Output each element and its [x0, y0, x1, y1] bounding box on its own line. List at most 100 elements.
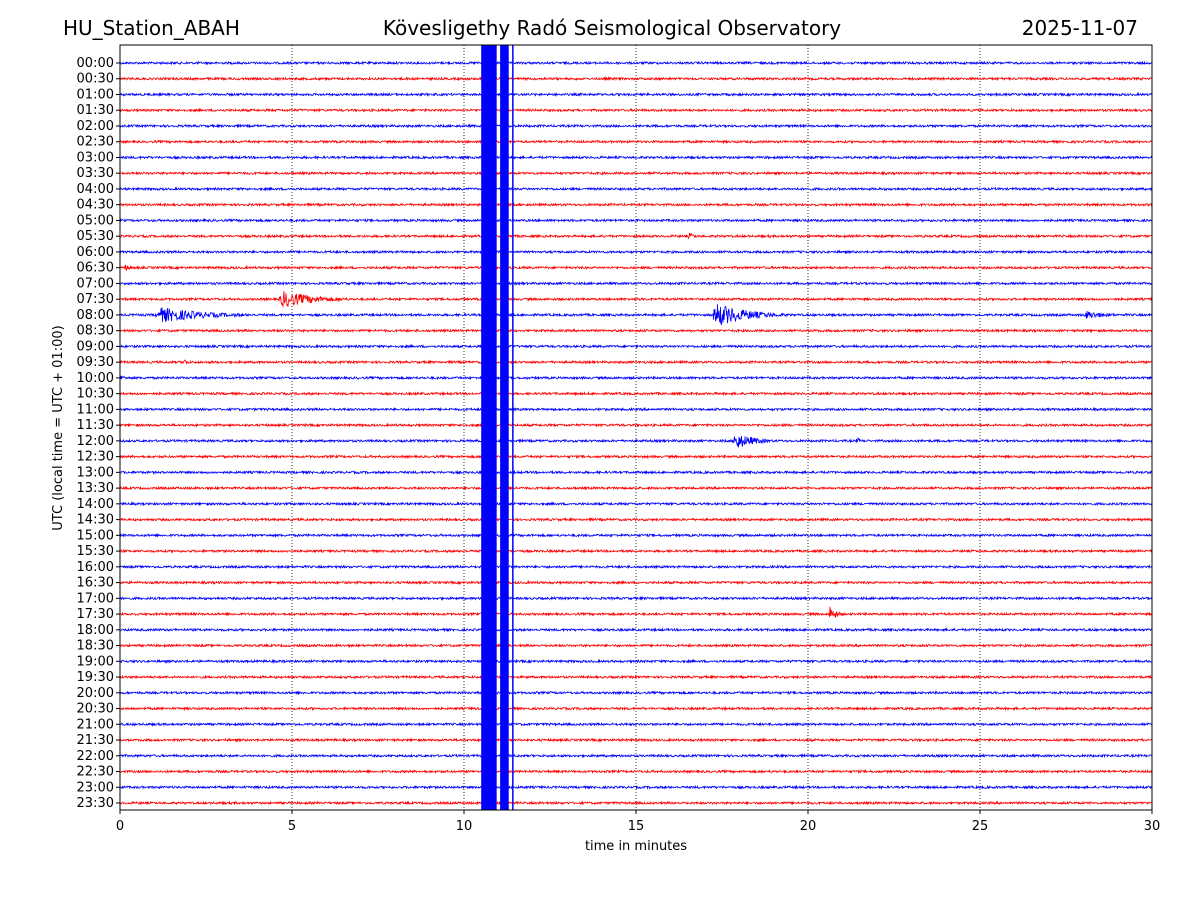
trace-0600 — [119, 249, 1153, 255]
station-title: HU_Station_ABAH — [63, 16, 240, 40]
x-tick-label: 10 — [456, 819, 473, 834]
y-tick-label: 18:00 — [77, 623, 114, 638]
trace-2030 — [119, 705, 1153, 712]
trace-0530 — [119, 232, 1153, 240]
y-tick-label: 20:00 — [77, 686, 114, 701]
x-tick-label: 25 — [972, 819, 989, 834]
y-tick-label: 01:00 — [77, 87, 114, 102]
y-tick-label: 17:00 — [77, 591, 114, 606]
y-tick-label: 14:30 — [77, 513, 114, 528]
trace-2000 — [119, 690, 1153, 696]
y-tick-label: 19:00 — [77, 654, 114, 669]
saturated-band — [500, 45, 509, 810]
trace-0630 — [119, 264, 1153, 272]
y-tick-label: 16:30 — [77, 576, 114, 591]
trace-1500 — [119, 532, 1153, 538]
trace-2130 — [120, 737, 1153, 743]
y-tick-label: 03:30 — [77, 166, 114, 181]
x-tick-label: 5 — [288, 819, 296, 834]
trace-0230 — [119, 139, 1153, 145]
trace-1930 — [119, 674, 1152, 680]
trace-0700 — [119, 280, 1153, 287]
y-tick-label: 06:00 — [77, 245, 114, 260]
y-tick-label: 02:30 — [77, 135, 114, 150]
y-tick-label: 06:30 — [77, 261, 114, 276]
trace-1700 — [119, 595, 1153, 601]
chart-title: Kövesligethy Radó Seismological Observat… — [383, 16, 841, 40]
y-tick-label: 01:30 — [77, 103, 114, 118]
y-tick-label: 05:00 — [77, 213, 114, 228]
y-tick-label: 15:00 — [77, 528, 114, 543]
trace-2300 — [119, 784, 1153, 790]
trace-0430 — [119, 202, 1153, 208]
trace-1300 — [119, 469, 1153, 475]
saturated-band — [481, 45, 497, 810]
trace-1230 — [120, 453, 1153, 460]
y-tick-label: 10:00 — [77, 371, 114, 386]
trace-1900 — [119, 658, 1153, 664]
trace-1200 — [119, 435, 1153, 448]
trace-0000 — [119, 60, 1153, 66]
y-tick-label: 20:30 — [77, 702, 114, 717]
trace-1130 — [119, 422, 1153, 428]
y-tick-label: 14:00 — [77, 497, 114, 512]
y-tick-label: 21:30 — [77, 733, 114, 748]
y-tick-label: 17:30 — [77, 607, 114, 622]
y-tick-label: 23:30 — [77, 796, 114, 811]
trace-0800 — [119, 304, 1153, 326]
trace-0930 — [119, 359, 1153, 365]
trace-1530 — [119, 548, 1153, 554]
y-axis-label: UTC (local time = UTC + 01:00) — [51, 325, 66, 530]
y-tick-label: 08:30 — [77, 324, 114, 339]
y-tick-label: 12:30 — [77, 450, 114, 465]
trace-0300 — [119, 154, 1153, 161]
y-tick-label: 04:30 — [77, 198, 114, 213]
y-tick-label: 05:30 — [77, 229, 114, 244]
trace-2200 — [119, 753, 1153, 759]
y-tick-label: 21:00 — [77, 717, 114, 732]
trace-1100 — [119, 406, 1153, 412]
y-tick-label: 09:00 — [77, 339, 114, 354]
y-tick-label: 00:30 — [77, 72, 114, 87]
trace-0830 — [119, 328, 1153, 334]
y-tick-label: 16:00 — [77, 560, 114, 575]
y-tick-label: 04:00 — [77, 182, 114, 197]
y-tick-label: 15:30 — [77, 544, 114, 559]
y-tick-label: 07:00 — [77, 276, 114, 291]
x-tick-label: 15 — [628, 819, 645, 834]
trace-0030 — [119, 76, 1153, 82]
y-tick-label: 12:00 — [77, 434, 114, 449]
y-tick-label: 07:30 — [77, 292, 114, 307]
y-tick-label: 02:00 — [77, 119, 114, 134]
trace-1730 — [120, 606, 1153, 618]
trace-2100 — [119, 721, 1153, 727]
trace-0130 — [119, 107, 1153, 113]
trace-0400 — [119, 186, 1153, 192]
y-tick-label: 13:00 — [77, 465, 114, 480]
x-tick-label: 20 — [800, 819, 817, 834]
trace-1030 — [119, 391, 1153, 397]
trace-1000 — [119, 375, 1153, 381]
y-tick-label: 11:30 — [77, 418, 114, 433]
y-tick-label: 03:00 — [77, 150, 114, 165]
y-tick-label: 08:00 — [77, 308, 114, 323]
y-tick-label: 11:00 — [77, 402, 114, 417]
trace-0330 — [119, 170, 1153, 176]
y-tick-label: 22:00 — [77, 749, 114, 764]
y-tick-label: 18:30 — [77, 639, 114, 654]
date-title: 2025-11-07 — [1022, 16, 1138, 40]
trace-1800 — [119, 627, 1153, 633]
trace-0900 — [119, 343, 1153, 350]
trace-1430 — [119, 516, 1153, 523]
trace-1600 — [119, 564, 1153, 570]
y-tick-label: 00:00 — [77, 56, 114, 71]
y-tick-label: 19:30 — [77, 670, 114, 685]
y-tick-label: 22:30 — [77, 765, 114, 780]
y-tick-label: 10:30 — [77, 387, 114, 402]
trace-0500 — [119, 217, 1153, 224]
trace-1630 — [120, 579, 1153, 586]
trace-0200 — [119, 123, 1153, 129]
trace-2330 — [119, 800, 1152, 806]
x-tick-label: 0 — [116, 819, 124, 834]
